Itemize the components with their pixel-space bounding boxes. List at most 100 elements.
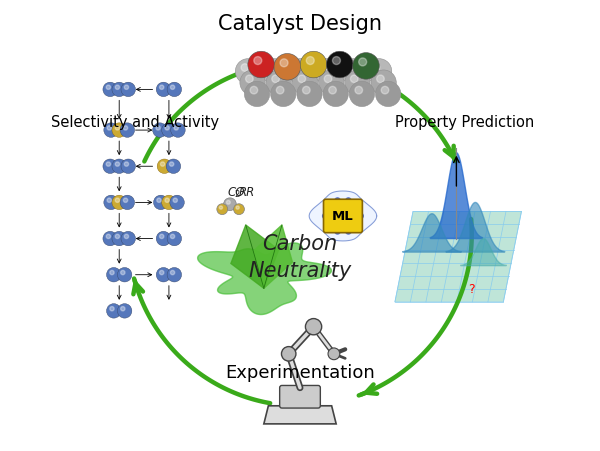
Circle shape [335, 198, 340, 204]
Circle shape [381, 87, 389, 95]
Circle shape [302, 87, 310, 95]
Circle shape [106, 86, 110, 90]
Circle shape [124, 235, 128, 239]
Circle shape [156, 83, 171, 97]
Circle shape [103, 232, 118, 246]
Circle shape [165, 198, 169, 203]
Circle shape [112, 83, 127, 97]
Circle shape [124, 162, 128, 167]
Circle shape [355, 223, 360, 229]
Circle shape [298, 76, 305, 83]
Circle shape [121, 160, 136, 174]
Circle shape [323, 82, 349, 107]
Circle shape [115, 86, 119, 90]
Circle shape [166, 160, 181, 174]
Circle shape [157, 160, 172, 174]
Circle shape [293, 64, 301, 72]
Circle shape [106, 235, 110, 239]
Circle shape [167, 268, 182, 282]
Circle shape [328, 348, 340, 360]
Polygon shape [197, 244, 331, 315]
Circle shape [326, 223, 331, 229]
Polygon shape [430, 153, 482, 239]
Circle shape [355, 87, 362, 95]
Circle shape [120, 124, 134, 138]
Circle shape [161, 196, 176, 210]
Circle shape [170, 271, 175, 275]
Circle shape [288, 60, 313, 85]
Circle shape [112, 196, 127, 210]
Circle shape [121, 83, 136, 97]
Circle shape [236, 207, 239, 210]
Polygon shape [253, 226, 292, 289]
Circle shape [281, 347, 296, 361]
Circle shape [349, 82, 374, 107]
Circle shape [300, 52, 327, 78]
Polygon shape [395, 212, 521, 302]
Polygon shape [461, 239, 506, 266]
Circle shape [154, 196, 168, 210]
Circle shape [115, 126, 119, 131]
Circle shape [173, 198, 178, 203]
Circle shape [115, 198, 119, 203]
Circle shape [305, 319, 322, 335]
Circle shape [107, 198, 112, 203]
Circle shape [152, 124, 167, 138]
Circle shape [358, 214, 363, 219]
Text: RR: RR [239, 185, 255, 198]
Circle shape [326, 52, 353, 78]
Circle shape [267, 64, 275, 72]
Text: ML: ML [332, 210, 354, 223]
Circle shape [355, 204, 360, 210]
Circle shape [107, 268, 121, 282]
Text: Catalyst Design: Catalyst Design [218, 14, 382, 33]
Text: Carbon: Carbon [262, 234, 338, 253]
Circle shape [262, 60, 287, 85]
Circle shape [156, 232, 171, 246]
Circle shape [174, 126, 178, 131]
Circle shape [250, 87, 257, 95]
Circle shape [367, 60, 392, 85]
Circle shape [103, 83, 118, 97]
Circle shape [377, 76, 384, 83]
Circle shape [112, 124, 127, 138]
Polygon shape [403, 214, 461, 253]
Text: Neutrality: Neutrality [248, 261, 352, 281]
Circle shape [161, 124, 176, 138]
Circle shape [118, 304, 132, 318]
Circle shape [110, 307, 114, 311]
Circle shape [160, 162, 165, 167]
Circle shape [124, 86, 128, 90]
Circle shape [219, 207, 223, 210]
Circle shape [226, 201, 230, 205]
Circle shape [254, 57, 262, 65]
Polygon shape [264, 406, 336, 424]
Circle shape [235, 60, 260, 85]
Circle shape [156, 126, 160, 131]
Circle shape [120, 196, 134, 210]
Polygon shape [446, 203, 505, 253]
Circle shape [157, 198, 161, 203]
Text: ?: ? [469, 282, 475, 295]
Circle shape [170, 196, 184, 210]
Circle shape [121, 271, 125, 275]
Circle shape [272, 76, 280, 83]
Circle shape [115, 235, 119, 239]
Circle shape [245, 76, 253, 83]
Circle shape [353, 54, 379, 80]
Circle shape [319, 71, 344, 96]
Circle shape [345, 71, 370, 96]
Circle shape [124, 198, 128, 203]
Text: 2: 2 [235, 190, 240, 199]
Circle shape [156, 268, 171, 282]
Circle shape [224, 198, 236, 211]
Polygon shape [197, 244, 331, 315]
Polygon shape [309, 192, 377, 241]
Circle shape [371, 71, 396, 96]
Circle shape [110, 271, 114, 275]
Circle shape [171, 124, 185, 138]
Circle shape [335, 229, 340, 235]
Circle shape [112, 160, 127, 174]
Circle shape [170, 235, 175, 239]
Circle shape [160, 271, 164, 275]
